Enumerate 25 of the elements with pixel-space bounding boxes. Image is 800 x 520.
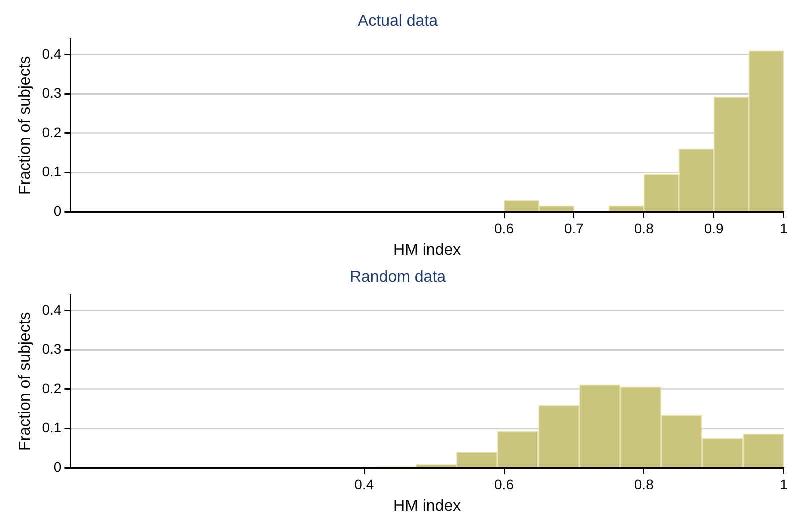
x-axis-title: HM index bbox=[394, 498, 462, 515]
y-tick-label: 0 bbox=[54, 202, 62, 219]
y-tick-label: 0.2 bbox=[42, 380, 62, 396]
x-axis-title: HM index bbox=[394, 242, 462, 259]
x-tick-label: 0.8 bbox=[634, 476, 654, 492]
y-axis-title: Fraction of subjects bbox=[17, 312, 34, 451]
y-tick-label: 0.1 bbox=[42, 420, 62, 436]
y-tick-label: 0.4 bbox=[42, 302, 62, 318]
x-tick-label: 1 bbox=[780, 476, 788, 492]
x-tick-label: 0.6 bbox=[494, 476, 514, 492]
y-tick-label: 0 bbox=[54, 458, 62, 475]
y-tick-label: 0.3 bbox=[42, 341, 62, 358]
chart-title: Actual data bbox=[358, 13, 438, 30]
y-tick-label: 0.1 bbox=[42, 164, 62, 180]
y-axis-title: Fraction of subjects bbox=[17, 56, 34, 195]
y-tick-label: 0.3 bbox=[42, 85, 62, 102]
y-tick-label: 0.4 bbox=[42, 46, 62, 62]
x-tick-label: 0.9 bbox=[704, 220, 724, 236]
chart-title: Random data bbox=[350, 269, 446, 286]
x-tick-label: 1 bbox=[780, 220, 788, 236]
x-tick-label: 0.4 bbox=[354, 476, 374, 492]
y-tick-label: 0.2 bbox=[42, 124, 62, 140]
x-tick-label: 0.7 bbox=[564, 220, 584, 236]
x-tick-label: 0.6 bbox=[494, 220, 514, 236]
x-tick-label: 0.8 bbox=[634, 220, 654, 236]
